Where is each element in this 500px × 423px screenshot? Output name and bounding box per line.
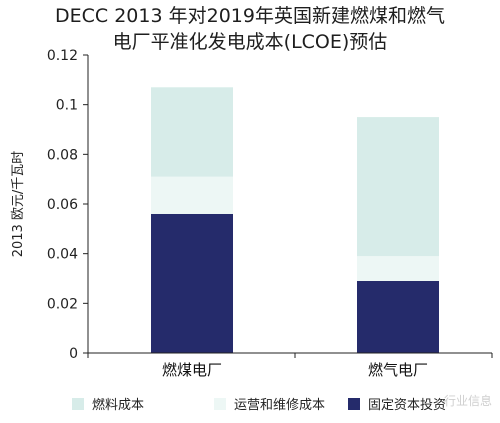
bar-segment (357, 117, 439, 257)
y-tick-label: 0 (69, 346, 78, 362)
y-axis-title: 2013 欧元/千瓦时 (11, 151, 26, 258)
y-tick-label: 0.02 (47, 296, 78, 312)
chart-title-line2: 电厂平准化发电成本(LCOE)预估 (112, 31, 388, 53)
bar-segment (151, 213, 233, 353)
x-category-label: 燃煤电厂 (162, 361, 222, 379)
y-tick-label: 0.1 (56, 98, 78, 114)
x-category-label: 燃气电厂 (368, 361, 428, 379)
legend-label: 固定资本投资 (368, 397, 446, 413)
legend-swatch (348, 398, 360, 410)
legend-swatch (214, 398, 226, 410)
watermark: 行业信息 (443, 394, 492, 408)
bar-segment (357, 256, 439, 281)
bar-segment (357, 280, 439, 353)
bar-segment (151, 87, 233, 177)
y-tick-label: 0.04 (47, 247, 78, 263)
y-tick-label: 0.12 (47, 48, 78, 64)
legend-label: 运营和维修成本 (234, 398, 325, 413)
legend-label: 燃料成本 (92, 397, 144, 413)
y-tick-label: 0.08 (47, 147, 78, 163)
y-tick-label: 0.06 (47, 197, 78, 213)
bar-segment (151, 176, 233, 214)
chart-title-line1: DECC 2013 年对2019年英国新建燃煤和燃气 (55, 5, 445, 27)
legend-swatch (72, 398, 84, 410)
